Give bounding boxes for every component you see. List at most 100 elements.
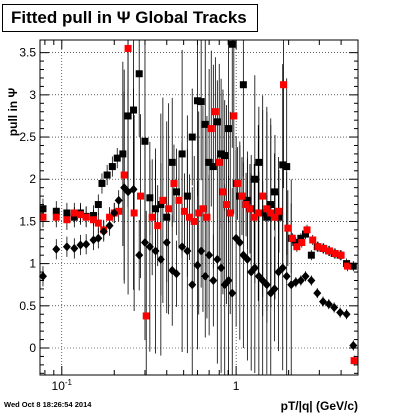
black-square-point bbox=[63, 209, 71, 217]
red-square-point bbox=[211, 108, 219, 116]
red-square-point bbox=[185, 213, 193, 221]
red-square-point bbox=[246, 205, 254, 213]
red-square-point bbox=[215, 158, 223, 166]
black-square-point bbox=[103, 171, 111, 179]
black-square-point bbox=[283, 163, 291, 171]
black-diamond-point bbox=[209, 275, 218, 285]
timestamp: Wed Oct 8 18:26:54 2014 bbox=[4, 400, 92, 409]
red-square-point bbox=[203, 213, 211, 221]
black-square-point bbox=[146, 194, 154, 202]
red-square-point bbox=[154, 222, 162, 230]
red-square-point bbox=[263, 205, 271, 213]
black-square-point bbox=[178, 150, 186, 158]
black-diamond-point bbox=[70, 243, 79, 253]
red-square-point bbox=[293, 243, 301, 251]
black-diamond-point bbox=[217, 263, 226, 273]
black-diamond-point bbox=[330, 302, 339, 312]
black-diamond-point bbox=[151, 246, 160, 256]
black-diamond-point bbox=[250, 263, 259, 273]
red-square-point bbox=[137, 192, 145, 200]
black-diamond-point bbox=[201, 271, 210, 281]
black-square-point bbox=[152, 205, 160, 213]
plot-frame bbox=[39, 39, 359, 376]
black-square-point bbox=[243, 196, 251, 204]
red-square-point bbox=[314, 243, 322, 251]
black-square-point bbox=[163, 213, 171, 221]
black-diamond-point bbox=[140, 238, 149, 248]
red-square-point bbox=[238, 192, 246, 200]
black-diamond-point bbox=[224, 275, 233, 285]
black-square-point bbox=[228, 40, 236, 48]
black-diamond-point bbox=[243, 254, 252, 264]
red-square-point bbox=[320, 244, 328, 252]
black-square-point bbox=[302, 230, 310, 238]
red-square-point bbox=[254, 209, 262, 217]
red-square-point bbox=[180, 207, 188, 215]
black-diamond-point bbox=[282, 271, 291, 281]
black-square-point bbox=[52, 207, 60, 215]
x-tick-label: 10-1 bbox=[52, 378, 73, 393]
y-tick-label: 2 bbox=[29, 172, 36, 186]
red-square-point bbox=[70, 209, 78, 217]
black-diamond-point bbox=[324, 299, 333, 309]
black-diamond-point bbox=[129, 184, 138, 194]
red-square-point bbox=[195, 209, 203, 217]
red-square-point bbox=[190, 217, 198, 225]
red-square-point bbox=[106, 213, 114, 221]
black-square-point bbox=[217, 150, 225, 158]
black-diamond-point bbox=[62, 242, 71, 252]
red-square-point bbox=[280, 81, 288, 89]
black-square-point bbox=[259, 209, 267, 217]
error-bars bbox=[42, 40, 355, 375]
black-diamond-point bbox=[38, 271, 47, 281]
black-diamond-point bbox=[313, 288, 322, 298]
black-diamond-point bbox=[319, 297, 328, 307]
black-square-point bbox=[297, 234, 305, 242]
black-square-point bbox=[168, 158, 176, 166]
black-diamond-point bbox=[94, 233, 103, 243]
black-square-point bbox=[119, 150, 127, 158]
black-diamond-point bbox=[183, 246, 192, 256]
black-square-point bbox=[255, 158, 263, 166]
black-square-point bbox=[209, 163, 217, 171]
red-square-point bbox=[288, 234, 296, 242]
x-axis-label: pT/|q| (GeV/c) bbox=[281, 399, 358, 413]
black-diamond-point bbox=[235, 238, 244, 248]
black-diamond-point bbox=[156, 254, 165, 264]
red-square-point bbox=[148, 213, 156, 221]
black-diamond-point bbox=[228, 288, 237, 298]
black-square-point bbox=[130, 106, 138, 114]
red-square-point bbox=[226, 209, 234, 217]
black-square-point bbox=[251, 175, 259, 183]
black-diamond-point bbox=[135, 250, 144, 260]
black-square-point bbox=[188, 133, 196, 141]
axis-ticks: 0 0.5 1 1.5 2 2.5 3 3.5 10-1 1 bbox=[19, 40, 359, 393]
red-square-point bbox=[284, 224, 292, 232]
red-square-point bbox=[242, 201, 250, 209]
red-square-point bbox=[89, 216, 97, 224]
black-diamond-point bbox=[278, 263, 287, 273]
black-diamond-point bbox=[145, 242, 154, 252]
red-square-point bbox=[331, 249, 339, 257]
black-square-point bbox=[201, 120, 209, 128]
black-diamond-point bbox=[262, 280, 271, 290]
red-square-point bbox=[199, 205, 207, 213]
red-square-point bbox=[159, 196, 167, 204]
y-tick-label: 1.5 bbox=[19, 214, 36, 228]
red-square-point bbox=[303, 226, 311, 234]
black-square-point bbox=[108, 163, 116, 171]
red-square-point bbox=[222, 201, 230, 209]
red-square-point bbox=[170, 179, 178, 187]
black-square-point bbox=[124, 112, 132, 120]
black-square-point bbox=[113, 154, 121, 162]
black-diamond-point bbox=[205, 250, 214, 260]
black-diamond-point bbox=[52, 244, 61, 254]
black-square-point bbox=[279, 161, 287, 169]
black-square-point bbox=[193, 97, 201, 105]
red-square-point bbox=[207, 125, 215, 133]
black-diamond-point bbox=[301, 271, 310, 281]
black-diamond-point bbox=[188, 280, 197, 290]
y-tick-label: 3 bbox=[29, 88, 36, 102]
red-square-point bbox=[52, 213, 60, 221]
red-square-point bbox=[219, 188, 227, 196]
